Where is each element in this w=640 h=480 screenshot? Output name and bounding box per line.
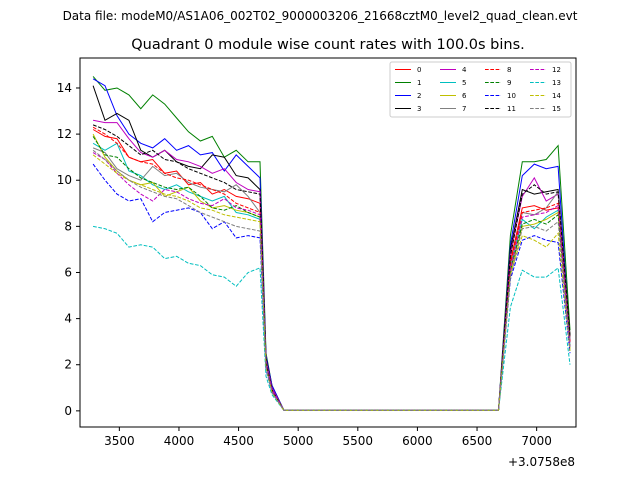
x-tick-label: 4000	[164, 434, 195, 448]
x-tick-label: 7000	[521, 434, 552, 448]
series-line-3	[92, 85, 571, 411]
y-tick-label: 10	[57, 173, 72, 187]
legend-label-10: 10	[507, 92, 516, 100]
figure-suptitle: Data file: modeM0/AS1A06_002T02_90000032…	[63, 9, 578, 23]
series-line-14	[92, 154, 571, 411]
plot-lines	[92, 76, 571, 411]
series-line-12	[92, 152, 571, 411]
series-line-10	[92, 163, 571, 411]
y-tick-label: 2	[64, 358, 72, 372]
legend-label-4: 4	[462, 66, 467, 74]
x-tick-label: 5000	[283, 434, 314, 448]
x-tick-label: 4500	[223, 434, 254, 448]
x-tick-label: 6000	[402, 434, 433, 448]
series-line-15	[92, 149, 571, 411]
legend-label-2: 2	[417, 92, 421, 100]
series-line-8	[92, 126, 571, 411]
x-axis-ticks: 3500 4000 4500 5000 5500 6000 6500 7000	[104, 427, 552, 448]
series-line-13	[93, 225, 571, 411]
series-line-11	[92, 124, 571, 411]
series-line-1	[92, 76, 571, 411]
y-tick-label: 0	[64, 404, 72, 418]
legend-label-15: 15	[552, 105, 561, 113]
y-axis-ticks: 0 2 4 6 8 10 12 14	[57, 81, 80, 418]
x-tick-label: 5500	[343, 434, 374, 448]
y-tick-label: 14	[57, 81, 72, 95]
chart-title: Quadrant 0 module wise count rates with …	[131, 37, 525, 53]
axes-frame	[79, 57, 577, 428]
series-line-0	[92, 129, 571, 411]
legend-label-9: 9	[507, 79, 511, 87]
series-line-2	[92, 78, 571, 411]
legend-label-14: 14	[552, 92, 561, 100]
legend-label-7: 7	[462, 105, 466, 113]
legend-label-8: 8	[507, 66, 511, 74]
legend-label-3: 3	[417, 105, 421, 113]
legend-label-12: 12	[552, 66, 561, 74]
y-tick-label: 6	[64, 265, 72, 279]
x-tick-label: 3500	[104, 434, 135, 448]
series-line-9	[92, 136, 571, 411]
legend-label-13: 13	[552, 79, 561, 87]
x-axis-offset-label: +3.0758e8	[508, 455, 575, 469]
series-line-4	[93, 119, 571, 411]
legend-label-5: 5	[462, 79, 466, 87]
y-tick-label: 8	[64, 219, 72, 233]
series-line-5	[92, 142, 571, 411]
legend-label-11: 11	[507, 105, 516, 113]
legend-label-1: 1	[417, 79, 421, 87]
y-tick-label: 12	[57, 127, 72, 141]
legend-label-0: 0	[417, 66, 421, 74]
legend-box	[389, 61, 572, 118]
y-tick-label: 4	[64, 312, 72, 326]
legend-label-6: 6	[462, 92, 467, 100]
x-tick-label: 6500	[462, 434, 493, 448]
